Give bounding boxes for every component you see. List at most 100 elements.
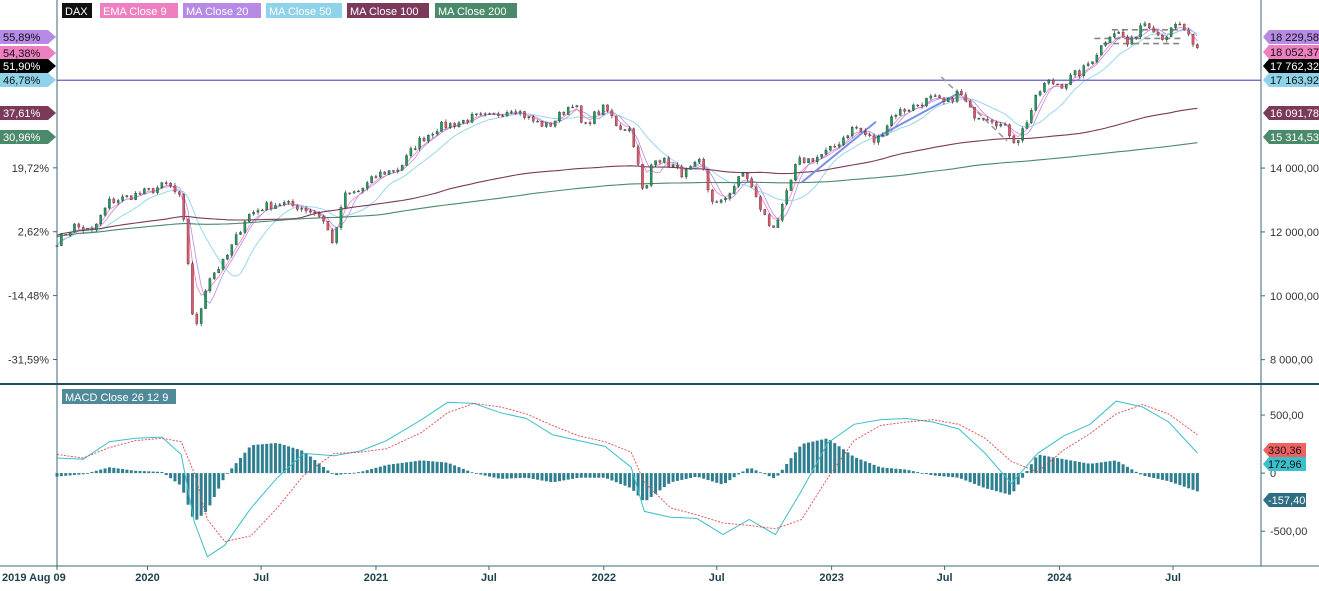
macd-histogram-bar (160, 471, 164, 474)
candle-body (134, 193, 137, 200)
macd-histogram-bar (112, 467, 116, 474)
macd-histogram-bar (239, 457, 243, 474)
macd-histogram-bar (929, 473, 933, 476)
macd-value-badge: 330,36 (1263, 443, 1306, 457)
macd-histogram-bar (579, 473, 583, 478)
macd-histogram-bar (151, 471, 155, 474)
candle-body (466, 119, 469, 123)
macd-histogram-bar (509, 473, 513, 479)
macd-histogram-bar (370, 468, 374, 474)
macd-histogram-bar (1108, 461, 1112, 474)
y-left-tick-label: 19,72% (12, 163, 50, 175)
macd-histogram-bar (571, 473, 575, 479)
candle-body (649, 164, 653, 186)
macd-histogram-bar (1165, 473, 1169, 481)
macd-histogram-bar (387, 464, 391, 474)
macd-histogram-bar (330, 473, 334, 474)
macd-histogram-bar (898, 469, 902, 474)
candle-body (864, 130, 867, 135)
macd-histogram-bar (1187, 473, 1191, 489)
macd-histogram-bar (623, 473, 627, 486)
y-left-tick-label: -14,48% (8, 291, 49, 303)
legend-entry[interactable]: MA Close 100 (347, 3, 429, 18)
badge-label: -157,40 (1268, 495, 1305, 507)
candle-body (344, 192, 347, 208)
macd-histogram-bar (636, 473, 640, 496)
candle-body (641, 164, 644, 189)
candle-body (1065, 84, 1068, 89)
candle-body (527, 116, 531, 118)
legend-entry[interactable]: MA Close 50 (266, 3, 342, 18)
macd-histogram-bar (461, 468, 465, 474)
macd-histogram-bar (859, 459, 863, 474)
legend-entry[interactable]: MA Close 20 (183, 3, 261, 18)
badge-label: 17 163,92 (1270, 75, 1319, 87)
macd-histogram-bar (396, 463, 400, 474)
macd-histogram-bar (780, 469, 784, 474)
candle-body (903, 109, 906, 112)
candle-body (868, 134, 871, 136)
candle-body (427, 134, 430, 142)
candle-body (982, 117, 985, 120)
legend-entry[interactable]: MA Close 200 (435, 3, 517, 18)
candle-body (479, 113, 483, 115)
macd-histogram-bar (942, 473, 946, 477)
macd-histogram-bar (741, 471, 745, 474)
candle-body (658, 160, 662, 163)
candle-body (304, 208, 308, 212)
legend-entry[interactable]: EMA Close 9 (100, 3, 178, 18)
macd-histogram-bar (1147, 473, 1151, 477)
y-left-tick-label: -31,59% (8, 355, 49, 367)
candle-body (1117, 31, 1120, 34)
macd-histogram-bar (365, 470, 369, 474)
macd-histogram-bar (938, 473, 942, 477)
macd-histogram-bar (815, 440, 819, 474)
macd-histogram-bar (64, 473, 68, 476)
candle-body (789, 179, 793, 191)
candle-body (64, 233, 67, 236)
candle-body (1095, 54, 1099, 62)
badge-shape (1263, 73, 1319, 87)
candle-body (798, 157, 802, 165)
candle-body (278, 204, 282, 206)
macd-histogram-bar (208, 473, 212, 506)
left-percent-badge: 30,96% (0, 130, 56, 144)
macd-histogram-bar (273, 443, 277, 474)
macd-histogram-bar (1003, 473, 1007, 494)
macd-legend-entry[interactable]: MACD Close 26 12 9 (62, 389, 176, 404)
candle-body (221, 258, 225, 270)
legend-entry[interactable]: DAX (62, 3, 92, 18)
candle-body (269, 202, 273, 209)
candle-body (208, 278, 212, 292)
candle-body (243, 221, 247, 233)
macd-histogram-bar (474, 473, 478, 474)
macd-histogram-bar (1051, 457, 1055, 474)
left-percent-badge: 51,90% (0, 59, 56, 73)
macd-histogram-bar (706, 473, 710, 481)
macd-histogram-bar (435, 461, 439, 474)
badge-shape (1263, 443, 1306, 457)
macd-histogram-bar (518, 473, 522, 479)
candle-body (1073, 70, 1077, 76)
candle-body (951, 97, 954, 102)
candle-body (409, 148, 413, 156)
macd-histogram-bar (1099, 462, 1103, 474)
macd-histogram-bar (1042, 455, 1046, 474)
candle-body (444, 121, 448, 128)
macd-histogram-bar (190, 473, 194, 517)
candle-body (698, 159, 701, 163)
candle-body (1060, 84, 1064, 89)
right-price-badge: 16 091,78 (1263, 106, 1319, 120)
macd-histogram-bar (575, 473, 579, 479)
candle-body (1134, 36, 1138, 39)
candle-body (837, 144, 841, 147)
candle-body (1021, 128, 1024, 141)
candle-body (287, 201, 290, 203)
macd-histogram-bar (230, 468, 234, 474)
y-left-tick-label: 2,62% (18, 227, 49, 239)
candle-body (1008, 124, 1011, 137)
right-price-badge: 18 052,37 (1263, 45, 1319, 59)
candle-body (178, 191, 181, 195)
